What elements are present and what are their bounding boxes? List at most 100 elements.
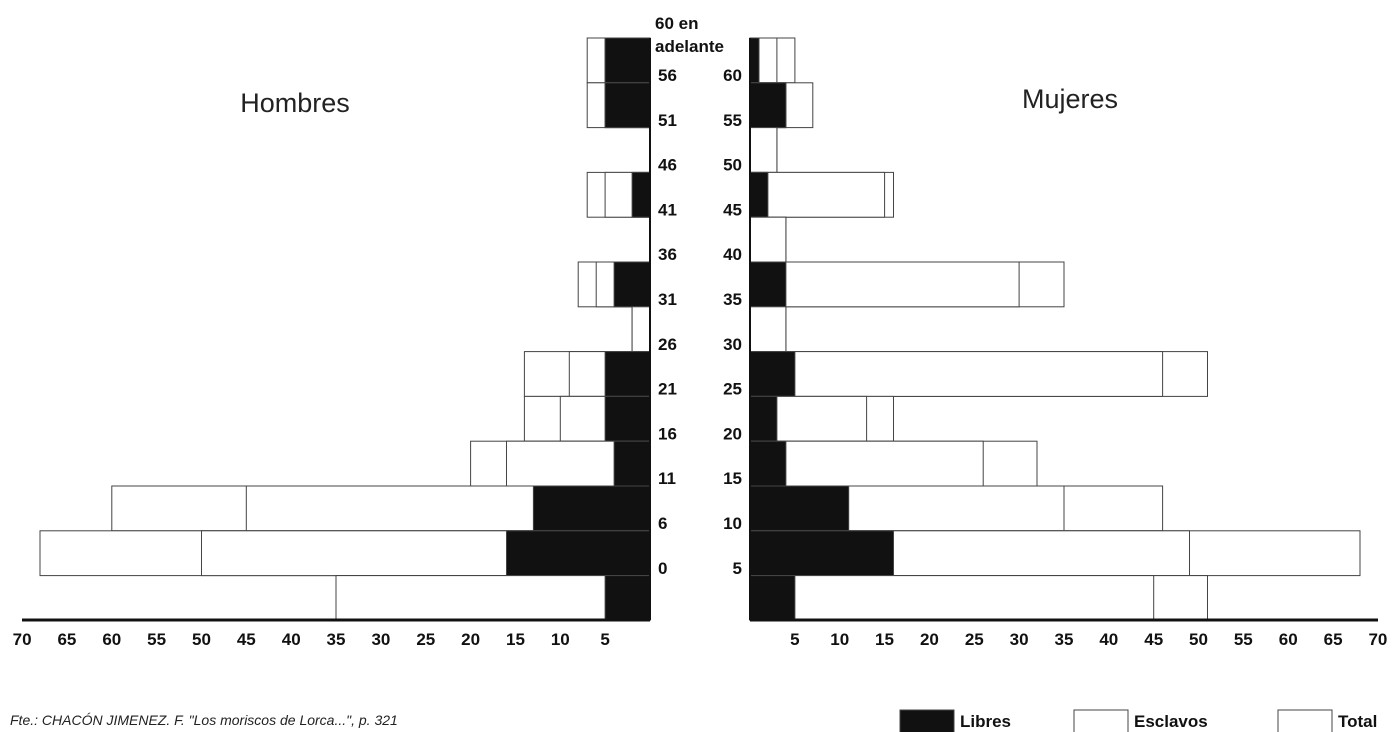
left-bar-libres-7: [604, 351, 651, 397]
left-bars-group: [39, 37, 651, 621]
right-bars-group: [749, 37, 1361, 621]
left-xtick-4: 50: [192, 630, 211, 649]
left-xtick-10: 20: [461, 630, 480, 649]
left-age-label-1: 56: [658, 66, 677, 85]
right-age-label-0: 60: [723, 66, 742, 85]
left-bar-libres-0: [604, 37, 651, 84]
right-xtick-8: 45: [1144, 630, 1163, 649]
right-bar-libres-7: [749, 351, 796, 397]
left-age-label-11: 6: [658, 514, 667, 533]
left-xtick-2: 60: [102, 630, 121, 649]
right-xtick-11: 60: [1279, 630, 1298, 649]
right-bar-libres-5: [749, 261, 787, 308]
left-panel-title: Hombres: [240, 88, 350, 118]
left-age-label-8: 21: [658, 380, 677, 399]
right-xtick-5: 30: [1010, 630, 1029, 649]
right-bar-libres-8: [749, 395, 778, 442]
legend: Libres Esclavos Total: [899, 709, 1377, 732]
left-bar-libres-8: [604, 395, 651, 442]
left-xtick-13: 5: [600, 630, 609, 649]
right-age-label-5: 35: [723, 290, 742, 309]
legend-libres-label: Libres: [960, 712, 1011, 731]
right-age-label-8: 20: [723, 424, 742, 443]
legend-esclavos-label: Esclavos: [1134, 712, 1208, 731]
left-age-label-7: 26: [658, 335, 677, 354]
right-xticks-group: 5 10 15 20 25 30 35 40 45 50 55 60 65 70: [790, 630, 1387, 649]
right-xtick-7: 40: [1099, 630, 1118, 649]
left-bar-libres-3: [631, 171, 651, 218]
left-xtick-3: 55: [147, 630, 166, 649]
right-bar-libres-1: [749, 82, 787, 129]
right-xtick-0: 5: [790, 630, 799, 649]
right-xtick-1: 10: [830, 630, 849, 649]
right-xtick-13: 70: [1368, 630, 1387, 649]
right-bar-esclavos-6: [749, 306, 787, 353]
left-age-label-10: 11: [658, 469, 676, 488]
right-bar-libres-9: [749, 440, 787, 487]
right-age-label-11: 5: [733, 559, 742, 578]
right-bar-libres-3: [749, 171, 769, 218]
right-age-label-10: 10: [723, 514, 742, 533]
right-bar-libres-10: [749, 485, 850, 532]
right-age-label-1: 55: [723, 111, 742, 130]
left-age-label-3: 46: [658, 156, 677, 175]
right-xtick-9: 50: [1189, 630, 1208, 649]
source-note: Fte.: CHACÓN JIMENEZ. F. "Los moriscos d…: [10, 712, 398, 728]
left-xtick-5: 45: [237, 630, 256, 649]
right-bar-esclavos-5: [749, 261, 1020, 308]
right-panel-title: Mujeres: [1022, 84, 1118, 114]
left-bar-libres-11: [506, 530, 651, 577]
left-xtick-0: 70: [13, 630, 32, 649]
left-bar-libres-5: [613, 261, 651, 308]
left-bar-libres-10: [532, 485, 651, 532]
left-age-label-0b: adelante: [655, 37, 724, 56]
left-xtick-12: 10: [551, 630, 570, 649]
left-bar-esclavos-12: [335, 575, 651, 621]
legend-total-swatch: [1277, 709, 1333, 732]
left-age-label-12: 0: [658, 559, 667, 578]
right-age-label-3: 45: [723, 200, 742, 219]
legend-libres-swatch: [899, 709, 955, 732]
legend-total-label: Total: [1338, 712, 1377, 731]
right-bar-libres-12: [749, 575, 796, 621]
left-xticks-group: 70 65 60 55 50 45 40 35 30 25 20 15 10 5: [13, 630, 610, 649]
left-age-label-2: 51: [658, 111, 677, 130]
left-bar-libres-12: [604, 575, 651, 621]
right-age-label-4: 40: [723, 245, 742, 264]
left-xtick-9: 25: [416, 630, 435, 649]
legend-esclavos-swatch: [1073, 709, 1129, 732]
left-age-label-9: 16: [658, 424, 677, 443]
right-bar-libres-0: [749, 37, 760, 84]
left-xtick-7: 35: [327, 630, 346, 649]
right-age-label-7: 25: [723, 380, 742, 399]
right-age-label-6: 30: [723, 335, 742, 354]
left-bar-libres-9: [613, 440, 651, 487]
right-xtick-10: 55: [1234, 630, 1253, 649]
right-xtick-2: 15: [875, 630, 894, 649]
right-bar-esclavos-4: [749, 216, 787, 263]
right-age-labels-group: 60 55 50 45 40 35 30 25 20 15 10 5: [723, 66, 742, 578]
left-age-label-4: 41: [658, 200, 677, 219]
right-xtick-4: 25: [965, 630, 984, 649]
left-bar-libres-1: [604, 82, 651, 129]
left-xtick-8: 30: [371, 630, 390, 649]
right-age-label-9: 15: [723, 469, 742, 488]
right-age-label-2: 50: [723, 156, 742, 175]
right-xtick-3: 20: [920, 630, 939, 649]
left-xtick-1: 65: [57, 630, 76, 649]
right-xtick-6: 35: [1055, 630, 1074, 649]
left-age-label-6: 31: [658, 290, 677, 309]
right-xtick-12: 65: [1324, 630, 1343, 649]
left-age-label-0a: 60 en: [655, 14, 698, 33]
right-bar-libres-11: [749, 530, 894, 577]
right-bar-esclavos-3: [749, 171, 886, 218]
left-bar-esclavos-6: [631, 306, 651, 353]
left-age-labels-group: 60 en adelante 56 51 46 41 36 31 26 21 16 11 6 0: [655, 14, 724, 578]
right-bar-esclavos-7: [749, 351, 1164, 397]
right-bar-esclavos-2: [749, 127, 778, 173]
right-bar-esclavos-12: [749, 575, 1155, 621]
left-xtick-6: 40: [282, 630, 301, 649]
left-xtick-11: 15: [506, 630, 525, 649]
left-age-label-5: 36: [658, 245, 677, 264]
